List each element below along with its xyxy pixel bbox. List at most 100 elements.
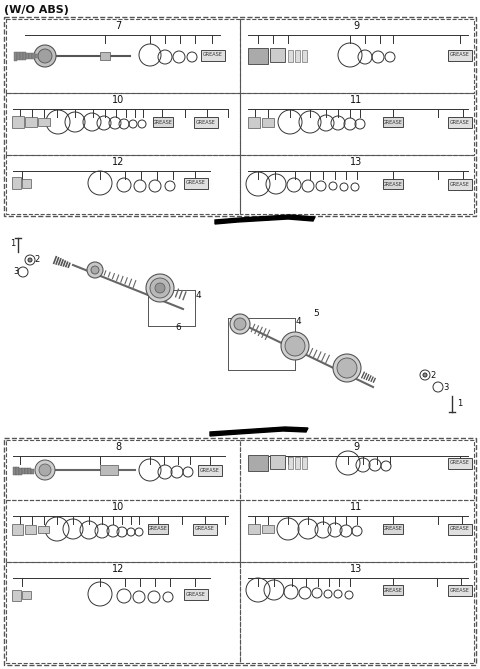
FancyBboxPatch shape bbox=[20, 52, 23, 60]
FancyBboxPatch shape bbox=[248, 524, 260, 534]
Text: 3: 3 bbox=[444, 383, 449, 391]
FancyBboxPatch shape bbox=[262, 525, 274, 533]
Text: 11: 11 bbox=[350, 95, 362, 105]
FancyBboxPatch shape bbox=[295, 457, 300, 469]
Circle shape bbox=[285, 336, 305, 356]
FancyBboxPatch shape bbox=[14, 52, 16, 60]
Text: 12: 12 bbox=[112, 564, 124, 574]
Text: GREASE: GREASE bbox=[450, 587, 470, 593]
Text: GREASE: GREASE bbox=[196, 120, 216, 124]
Circle shape bbox=[38, 49, 52, 63]
FancyBboxPatch shape bbox=[270, 48, 285, 62]
FancyBboxPatch shape bbox=[448, 179, 472, 189]
Text: GREASE: GREASE bbox=[148, 527, 168, 531]
FancyBboxPatch shape bbox=[100, 465, 118, 475]
Text: 9: 9 bbox=[353, 442, 359, 452]
FancyBboxPatch shape bbox=[448, 585, 472, 595]
Text: GREASE: GREASE bbox=[450, 460, 470, 466]
FancyBboxPatch shape bbox=[23, 52, 25, 60]
FancyBboxPatch shape bbox=[262, 118, 274, 126]
Text: 4: 4 bbox=[295, 318, 301, 326]
Circle shape bbox=[91, 266, 99, 274]
FancyBboxPatch shape bbox=[193, 524, 217, 535]
FancyBboxPatch shape bbox=[12, 177, 21, 189]
Text: GREASE: GREASE bbox=[450, 527, 470, 531]
Text: 6: 6 bbox=[175, 324, 181, 332]
Text: 8: 8 bbox=[115, 442, 121, 452]
FancyBboxPatch shape bbox=[17, 52, 20, 60]
Text: GREASE: GREASE bbox=[383, 527, 403, 531]
Text: (W/O ABS): (W/O ABS) bbox=[4, 5, 69, 15]
FancyBboxPatch shape bbox=[12, 589, 21, 601]
FancyBboxPatch shape bbox=[288, 50, 293, 62]
Text: 7: 7 bbox=[115, 21, 121, 31]
Text: 5: 5 bbox=[313, 308, 319, 318]
Circle shape bbox=[234, 318, 246, 330]
Text: GREASE: GREASE bbox=[195, 527, 215, 531]
Circle shape bbox=[281, 332, 309, 360]
FancyBboxPatch shape bbox=[383, 585, 403, 595]
FancyBboxPatch shape bbox=[153, 117, 173, 127]
Text: 12: 12 bbox=[112, 157, 124, 167]
FancyBboxPatch shape bbox=[26, 53, 28, 60]
FancyBboxPatch shape bbox=[12, 524, 23, 535]
FancyBboxPatch shape bbox=[248, 455, 268, 471]
Text: GREASE: GREASE bbox=[450, 181, 470, 187]
FancyBboxPatch shape bbox=[25, 468, 27, 474]
Text: GREASE: GREASE bbox=[153, 120, 173, 124]
FancyBboxPatch shape bbox=[448, 458, 472, 468]
FancyBboxPatch shape bbox=[25, 117, 37, 127]
FancyBboxPatch shape bbox=[184, 589, 208, 599]
Text: GREASE: GREASE bbox=[383, 120, 403, 124]
FancyBboxPatch shape bbox=[13, 467, 15, 475]
Circle shape bbox=[333, 354, 361, 382]
FancyBboxPatch shape bbox=[448, 116, 472, 128]
Text: 2: 2 bbox=[431, 371, 436, 379]
Text: 4: 4 bbox=[195, 292, 201, 300]
Text: 10: 10 bbox=[112, 502, 124, 512]
Text: GREASE: GREASE bbox=[383, 587, 403, 593]
Text: GREASE: GREASE bbox=[186, 591, 206, 597]
Text: 9: 9 bbox=[353, 21, 359, 31]
FancyBboxPatch shape bbox=[194, 116, 218, 128]
Polygon shape bbox=[210, 427, 308, 436]
FancyBboxPatch shape bbox=[100, 52, 110, 60]
FancyBboxPatch shape bbox=[383, 117, 403, 127]
FancyBboxPatch shape bbox=[302, 50, 307, 62]
FancyBboxPatch shape bbox=[248, 48, 268, 64]
Circle shape bbox=[337, 358, 357, 378]
Text: 2: 2 bbox=[35, 256, 40, 264]
FancyBboxPatch shape bbox=[19, 468, 22, 474]
Text: 13: 13 bbox=[350, 157, 362, 167]
FancyBboxPatch shape bbox=[270, 455, 285, 469]
FancyBboxPatch shape bbox=[16, 467, 19, 475]
Text: GREASE: GREASE bbox=[186, 181, 206, 185]
FancyBboxPatch shape bbox=[22, 179, 31, 187]
FancyBboxPatch shape bbox=[28, 468, 31, 474]
Circle shape bbox=[155, 283, 165, 293]
FancyBboxPatch shape bbox=[22, 591, 31, 599]
FancyBboxPatch shape bbox=[383, 179, 403, 189]
Circle shape bbox=[150, 278, 170, 298]
FancyBboxPatch shape bbox=[25, 524, 36, 533]
Circle shape bbox=[87, 262, 103, 278]
Text: 10: 10 bbox=[112, 95, 124, 105]
FancyBboxPatch shape bbox=[448, 524, 472, 535]
Circle shape bbox=[230, 314, 250, 334]
Circle shape bbox=[39, 464, 51, 476]
Text: GREASE: GREASE bbox=[200, 468, 220, 472]
Text: GREASE: GREASE bbox=[383, 181, 403, 187]
Text: 1: 1 bbox=[457, 399, 463, 407]
FancyBboxPatch shape bbox=[148, 524, 168, 534]
FancyBboxPatch shape bbox=[184, 177, 208, 189]
FancyBboxPatch shape bbox=[35, 54, 37, 58]
FancyBboxPatch shape bbox=[32, 54, 35, 59]
Text: 11: 11 bbox=[350, 502, 362, 512]
FancyBboxPatch shape bbox=[38, 526, 49, 533]
FancyBboxPatch shape bbox=[302, 457, 307, 469]
Text: GREASE: GREASE bbox=[450, 120, 470, 124]
Circle shape bbox=[35, 460, 55, 480]
FancyBboxPatch shape bbox=[29, 53, 32, 59]
Text: GREASE: GREASE bbox=[450, 52, 470, 58]
FancyBboxPatch shape bbox=[12, 116, 24, 128]
